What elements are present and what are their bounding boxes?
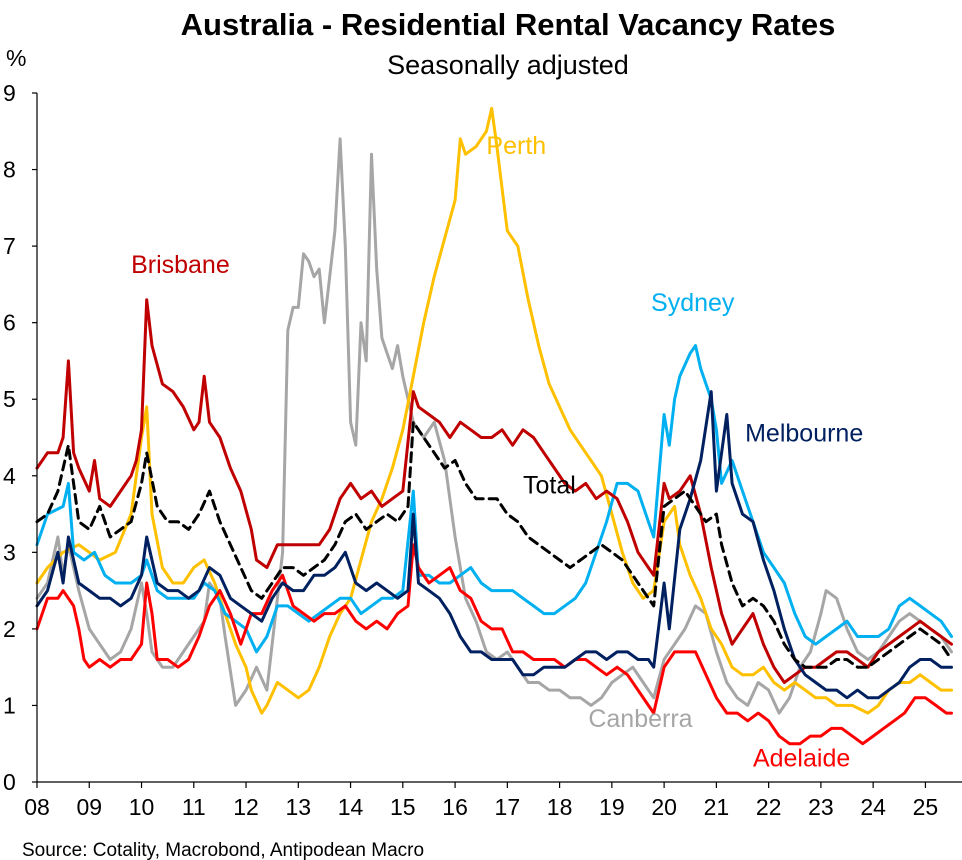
x-tick-label: 25	[913, 794, 939, 820]
x-tick-label: 11	[182, 794, 206, 820]
chart-subtitle: Seasonally adjusted	[387, 50, 629, 80]
series-line-perth	[35, 106, 953, 715]
series-line-total	[35, 420, 953, 669]
series-label-sydney: Sydney	[651, 289, 735, 317]
x-tick-label: 14	[338, 794, 364, 820]
x-tick-label: 17	[495, 794, 521, 820]
series-labels: Canberra Perth Sydney Brisbane Adelaide Melbo…	[131, 132, 863, 772]
x-tick-label: 13	[286, 794, 312, 820]
x-tick-label: 16	[442, 794, 468, 820]
chart-title: Australia - Residential Rental Vacancy R…	[181, 7, 836, 42]
series-line-brisbane	[35, 298, 953, 684]
y-axis-unit: %	[6, 45, 26, 71]
x-tick-label: 24	[860, 794, 886, 820]
series-line-melbourne	[35, 390, 953, 700]
y-tick-label: 6	[3, 310, 16, 336]
y-axis-ticks: 0 1 2 3 4 5 6 7 8 9	[3, 80, 37, 795]
series-label-perth: Perth	[486, 132, 546, 160]
x-tick-label: 22	[756, 794, 782, 820]
y-tick-label: 5	[3, 386, 16, 412]
series-lines	[35, 106, 953, 746]
series-label-canberra: Canberra	[588, 705, 692, 733]
y-tick-label: 2	[3, 616, 16, 642]
y-tick-label: 9	[3, 80, 16, 106]
x-tick-label: 19	[599, 794, 625, 820]
y-tick-label: 0	[3, 769, 16, 795]
x-tick-label: 10	[129, 794, 155, 820]
y-tick-label: 8	[3, 157, 16, 183]
y-tick-label: 7	[3, 233, 16, 259]
series-line-adelaide	[35, 543, 953, 746]
x-tick-label: 23	[808, 794, 834, 820]
x-tick-label: 09	[76, 794, 102, 820]
x-tick-label: 20	[651, 794, 677, 820]
x-axis-ticks: 08 09 10 11 12 13 14 15 16 17 18 19 20 21 22 23 24 25	[24, 782, 938, 820]
source-note: Source: Cotality, Macrobond, Antipodean …	[22, 840, 424, 860]
x-tick-label: 21	[704, 794, 730, 820]
y-tick-label: 4	[3, 463, 16, 489]
series-label-melbourne: Melbourne	[745, 419, 863, 447]
x-tick-label: 08	[24, 794, 50, 820]
x-tick-label: 15	[390, 794, 416, 820]
y-tick-label: 3	[3, 539, 16, 565]
series-label-total: Total	[523, 471, 576, 499]
x-tick-label: 18	[547, 794, 573, 820]
y-tick-label: 1	[3, 692, 16, 718]
series-label-brisbane: Brisbane	[131, 251, 230, 279]
series-label-adelaide: Adelaide	[753, 745, 850, 773]
x-tick-label: 12	[233, 794, 259, 820]
